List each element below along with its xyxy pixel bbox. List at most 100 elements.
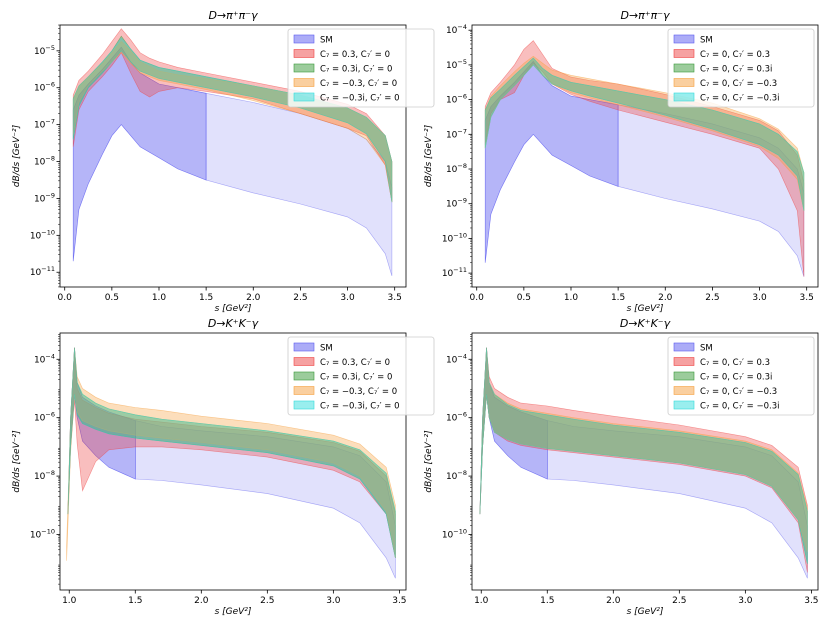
x-tick-label: 2.0 (194, 596, 209, 606)
legend-swatch (293, 63, 315, 73)
legend-label: C₇ = 0, C₇′ = −0.3i (700, 94, 779, 104)
legend-label: C₇ = 0, C₇′ = −0.3i (700, 402, 779, 412)
legend-label: C₇ = 0, C₇′ = −0.3 (700, 387, 777, 397)
legend-box (287, 336, 435, 416)
legend-label: C₇ = 0, C₇′ = 0.3i (700, 373, 772, 383)
band-kk-c7p-4 (479, 347, 808, 564)
x-tick-label: 3.5 (800, 293, 814, 303)
band-pp-c7-4 (72, 37, 393, 203)
legend-swatch (673, 371, 695, 381)
legend-swatch (673, 400, 695, 410)
bands (72, 28, 393, 276)
legend-label: C₇ = −0.3, C₇′ = 0 (320, 387, 397, 397)
legend: SM C₇ = 0, C₇′ = 0.3 C₇ = 0, C₇′ = 0.3i C₇ … (667, 336, 815, 416)
legend-swatch (673, 78, 695, 87)
legend-swatch (673, 63, 695, 73)
chart-title: D→π⁺π⁻γ (620, 9, 670, 22)
legend-swatch (293, 357, 315, 366)
legend-label: C₇ = 0, C₇′ = 0.3 (700, 50, 770, 60)
y-tick-label: 10−6 (34, 81, 55, 94)
x-tick-label: 2.5 (705, 293, 719, 303)
legend-label: SM (700, 344, 713, 354)
legend: SM C₇ = 0.3, C₇′ = 0 C₇ = 0.3i, C₇′ = 0 C₇ … (287, 336, 435, 416)
x-tick-label: 0.5 (517, 293, 531, 303)
y-tick-label: 10−9 (446, 197, 467, 210)
y-tick-label: 10−4 (34, 352, 55, 365)
y-tick-label: 10−11 (30, 265, 55, 278)
panel-pp-c7: 0.0 0.5 1.0 1.5 2.0 2.5 3.0 3.5 10−11 10−10 10−9 10… (12, 9, 435, 314)
legend-swatch (293, 34, 315, 44)
x-tick-label: 2.0 (606, 596, 621, 606)
y-tick-label: 10−4 (446, 23, 467, 36)
legend-swatch (673, 386, 695, 395)
x-tick-label: 3.0 (340, 293, 355, 303)
x-tick-label: 1.5 (128, 596, 142, 606)
legend-label: C₇ = −0.3i, C₇′ = 0 (320, 94, 399, 104)
legend-box (287, 28, 435, 108)
band-pp-c7p-4 (484, 57, 805, 211)
y-tick-label: 10−10 (442, 528, 467, 541)
band-kk-c7p-0-weak (547, 420, 808, 579)
panel-pp-c7p: 0.0 0.5 1.0 1.5 2.0 2.5 3.0 3.5 10−11 10−10 10−9 10… (424, 9, 819, 314)
legend: SM C₇ = 0, C₇′ = 0.3 C₇ = 0, C₇′ = 0.3i C₇ … (667, 28, 815, 108)
legend-box (667, 28, 815, 108)
chart-title: D→K⁺K⁻γ (620, 317, 671, 330)
axes-frame (59, 332, 407, 591)
band-kk-c7-0-weak (135, 420, 396, 579)
legend-label: C₇ = 0.3i, C₇′ = 0 (320, 65, 392, 75)
y-axis-label: dB/ds [GeV⁻²] (12, 124, 22, 187)
chart-title: D→K⁺K⁻γ (208, 317, 259, 330)
y-tick-label: 10−8 (34, 469, 55, 482)
x-tick-label: 3.5 (392, 596, 406, 606)
y-tick-label: 10−10 (30, 228, 55, 241)
x-tick-label: 1.0 (564, 293, 579, 303)
axes-frame (471, 24, 819, 288)
legend-swatch (673, 92, 695, 102)
bands (484, 40, 805, 277)
x-tick-label: 1.5 (199, 293, 213, 303)
band-pp-c7-0-strong (72, 46, 207, 262)
panel-kk-c7p: 1.0 1.5 2.0 2.5 3.0 3.5 10−10 10−8 10−6 10−4 D→K⁺K… (424, 317, 819, 617)
x-axis-label: s [GeV²] (627, 607, 664, 617)
x-tick-label: 3.5 (388, 293, 402, 303)
y-tick-label: 10−5 (446, 58, 467, 71)
legend-label: C₇ = 0, C₇′ = −0.3 (700, 79, 777, 89)
legend-label: C₇ = 0.3, C₇′ = 0 (320, 50, 390, 60)
x-tick-label: 3.0 (326, 596, 341, 606)
legend-box (667, 336, 815, 416)
legend-swatch (293, 342, 315, 352)
band-pp-c7p-1 (484, 40, 805, 277)
legend-swatch (293, 371, 315, 381)
legend-label: C₇ = 0, C₇′ = 0.3 (700, 358, 770, 368)
x-axis-label: s [GeV²] (215, 304, 252, 314)
x-tick-label: 2.0 (246, 293, 261, 303)
y-tick-label: 10−5 (34, 44, 55, 57)
legend-swatch (673, 49, 695, 58)
x-tick-label: 0.5 (105, 293, 119, 303)
y-tick-label: 10−10 (30, 528, 55, 541)
x-axis-label: s [GeV²] (627, 304, 664, 314)
legend-swatch (673, 357, 695, 366)
x-axis-label: s [GeV²] (215, 607, 252, 617)
y-tick-label: 10−11 (442, 266, 467, 279)
legend-label: C₇ = 0, C₇′ = 0.3i (700, 65, 772, 75)
y-tick-label: 10−8 (446, 469, 467, 482)
y-axis-label: dB/ds [GeV⁻²] (12, 430, 22, 493)
legend-swatch (673, 34, 695, 44)
y-axis-label: dB/ds [GeV⁻²] (424, 124, 434, 187)
legend-swatch (293, 386, 315, 395)
y-tick-label: 10−4 (446, 352, 467, 365)
y-tick-label: 10−8 (446, 162, 467, 175)
legend-swatch (293, 92, 315, 102)
x-tick-label: 1.0 (62, 596, 77, 606)
y-tick-label: 10−9 (34, 191, 55, 204)
legend-swatch (293, 49, 315, 58)
axes-frame (59, 24, 407, 288)
chart-title: D→π⁺π⁻γ (208, 9, 258, 22)
y-tick-label: 10−7 (34, 118, 55, 131)
y-tick-label: 10−6 (446, 93, 467, 106)
x-tick-label: 0.0 (470, 293, 485, 303)
x-tick-label: 1.0 (152, 293, 167, 303)
x-tick-label: 2.5 (672, 596, 686, 606)
